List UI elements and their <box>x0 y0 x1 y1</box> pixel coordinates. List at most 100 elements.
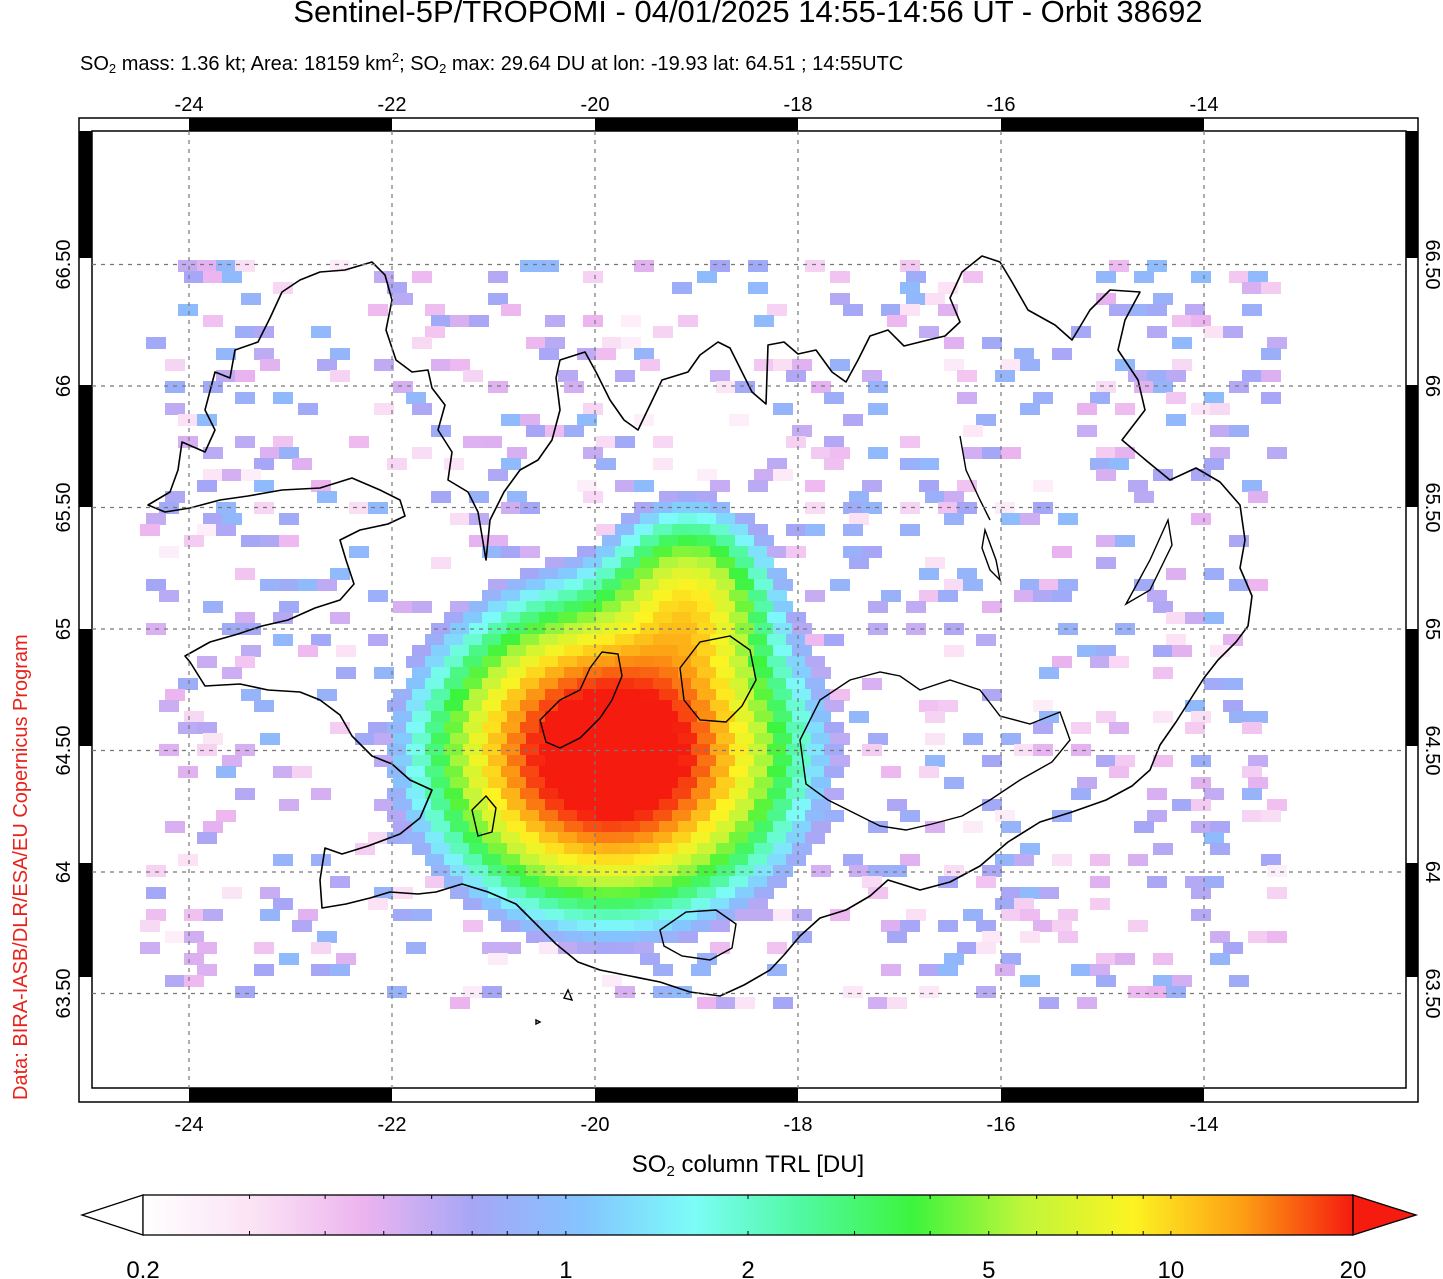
so2-pixel <box>1185 612 1205 624</box>
so2-pixel <box>805 766 825 778</box>
so2-pixel <box>431 689 451 701</box>
so2-pixel <box>260 535 280 547</box>
so2-pixel <box>241 535 261 547</box>
lake-snaefell-area <box>981 527 1002 583</box>
so2-pixel <box>773 821 793 833</box>
so2-pixel <box>596 524 616 536</box>
so2-pixel <box>729 590 749 602</box>
chart-title: Sentinel-5P/TROPOMI - 04/01/2025 14:55-1… <box>293 0 1203 29</box>
so2-pixel <box>653 678 673 690</box>
so2-pixel <box>463 612 483 624</box>
so2-pixel <box>634 480 654 492</box>
so2-pixel <box>691 590 711 602</box>
so2-pixel <box>672 282 692 294</box>
so2-pixel <box>526 601 546 613</box>
so2-pixel <box>368 634 388 646</box>
so2-pixel <box>735 909 755 921</box>
so2-pixel <box>634 920 654 932</box>
so2-pixel <box>431 315 451 327</box>
so2-pixel <box>1014 898 1034 910</box>
so2-pixel <box>944 777 964 789</box>
so2-pixel <box>406 392 426 404</box>
so2-pixel <box>634 898 654 910</box>
so2-pixel <box>425 722 445 734</box>
so2-pixel <box>450 513 470 525</box>
so2-pixel <box>1014 854 1034 866</box>
lat-tick-label-right: 66 <box>1421 375 1443 397</box>
so2-pixel <box>659 689 679 701</box>
so2-pixel <box>279 799 299 811</box>
so2-pixel <box>925 755 945 767</box>
so2-pixel <box>754 689 774 701</box>
so2-pixel <box>1147 810 1167 822</box>
so2-pixel <box>254 964 274 976</box>
so2-pixel <box>729 722 749 734</box>
so2-pixel <box>165 359 185 371</box>
so2-pixel <box>1210 425 1230 437</box>
so2-pixel <box>1242 722 1262 734</box>
so2-pixel <box>767 590 787 602</box>
so2-pixel <box>463 766 483 778</box>
so2-pixel <box>1210 953 1230 965</box>
area-superscript: 2 <box>391 50 400 65</box>
so2-pixel <box>374 667 394 679</box>
so2-pixel <box>1229 579 1249 591</box>
so2-pixel <box>1058 579 1078 591</box>
so2-pixel <box>431 733 451 745</box>
so2-pixel <box>1248 931 1268 943</box>
so2-pixel <box>545 689 565 701</box>
so2-pixel <box>792 777 812 789</box>
so2-pixel <box>729 678 749 690</box>
so2-pixel <box>1191 469 1211 481</box>
frame-bar-right <box>1406 629 1418 746</box>
so2-pixel <box>1204 788 1224 800</box>
so2-pixel <box>1229 535 1249 547</box>
so2-pixel <box>317 579 337 591</box>
so2-pixel <box>596 876 616 888</box>
so2-pixel <box>450 711 470 723</box>
so2-pixel <box>1261 348 1281 360</box>
so2-pixel <box>868 601 888 613</box>
so2-pixel <box>1052 854 1072 866</box>
so2-pixel <box>317 491 337 503</box>
colorbar <box>142 1194 1354 1236</box>
mass-label: SO <box>80 53 109 75</box>
so2-pixel <box>406 832 426 844</box>
so2-pixel <box>1115 403 1135 415</box>
so2-pixel <box>463 986 483 998</box>
so2-pixel <box>697 799 717 811</box>
so2-pixel <box>1128 480 1148 492</box>
so2-pixel <box>545 667 565 679</box>
so2-pixel <box>735 381 755 393</box>
so2-pixel <box>748 634 768 646</box>
so2-pixel <box>881 590 901 602</box>
so2-pixel <box>393 777 413 789</box>
so2-pixel <box>444 458 464 470</box>
so2-pixel <box>1096 447 1116 459</box>
so2-pixel <box>558 590 578 602</box>
so2-pixel <box>640 711 660 723</box>
lon-tick-label-top: -20 <box>581 94 610 116</box>
so2-pixel <box>203 271 223 283</box>
so2-pixel <box>767 546 787 558</box>
so2-pixel <box>393 909 413 921</box>
so2-pixel <box>710 832 730 844</box>
so2-pixel <box>1191 315 1211 327</box>
so2-pixel <box>425 304 445 316</box>
so2-pixel <box>881 964 901 976</box>
so2-pixel <box>735 623 755 635</box>
so2-pixel <box>621 535 641 547</box>
so2-pixel <box>1229 271 1249 283</box>
so2-pixel <box>583 579 603 591</box>
so2-pixel <box>235 568 255 580</box>
so2-pixel <box>634 700 654 712</box>
so2-pixel <box>748 480 768 492</box>
so2-pixel <box>754 777 774 789</box>
so2-pixel <box>235 370 255 382</box>
so2-pixel <box>640 931 660 943</box>
so2-pixel <box>697 557 717 569</box>
so2-pixel <box>811 799 831 811</box>
so2-pixel <box>735 601 755 613</box>
so2-pixel <box>1052 656 1072 668</box>
so2-pixel <box>729 612 749 624</box>
